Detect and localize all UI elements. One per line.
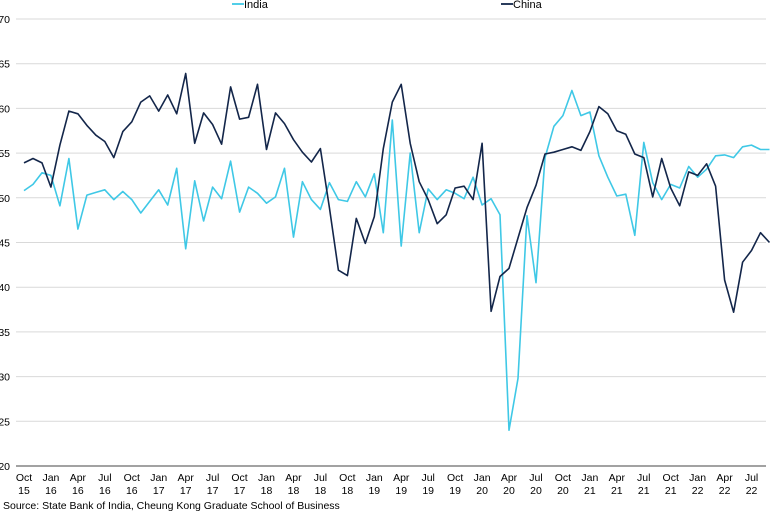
series-line-china xyxy=(23,72,770,314)
x-tick-label-month: Oct xyxy=(124,472,140,484)
x-tick-label-month: Oct xyxy=(447,472,463,484)
y-tick-label: 40 xyxy=(0,282,10,294)
x-tick-label-year: 22 xyxy=(692,485,704,497)
x-tick-label-year: 19 xyxy=(422,485,434,497)
x-tick-label-year: 19 xyxy=(395,485,407,497)
x-tick-label-year: 18 xyxy=(261,485,273,497)
x-tick-label-month: Oct xyxy=(555,472,571,484)
source-note: Source: State Bank of India, Cheung Kong… xyxy=(3,500,340,512)
x-tick-label-year: 22 xyxy=(719,485,731,497)
legend-label-india: India xyxy=(244,0,269,11)
x-tick-label-year: 18 xyxy=(342,485,354,497)
y-tick-label: 30 xyxy=(0,372,10,384)
x-tick-label-year: 21 xyxy=(584,485,596,497)
x-tick-label-month: Apr xyxy=(501,472,518,484)
x-tick-label-year: 16 xyxy=(45,485,57,497)
x-tick-label-month: Apr xyxy=(70,472,87,484)
y-tick-label: 35 xyxy=(0,327,10,339)
x-tick-label-year: 18 xyxy=(315,485,327,497)
x-tick-label-month: Oct xyxy=(231,472,247,484)
y-tick-label: 45 xyxy=(0,238,10,250)
y-axis: 20 25 30 35 40 45 50 55 60 65 70 xyxy=(0,14,10,473)
x-tick-label-month: Oct xyxy=(339,472,355,484)
x-tick-label-month: Jul xyxy=(421,472,434,484)
x-tick-label-year: 17 xyxy=(207,485,219,497)
x-tick-label-month: Jan xyxy=(258,472,275,484)
x-tick-label-month: Jan xyxy=(689,472,706,484)
x-tick-label-year: 21 xyxy=(611,485,623,497)
y-tick-label: 20 xyxy=(0,461,10,473)
x-tick-label-year: 17 xyxy=(234,485,246,497)
x-tick-label-month: Jan xyxy=(474,472,491,484)
x-tick-label-month: Jan xyxy=(150,472,167,484)
x-tick-label-month: Jul xyxy=(206,472,219,484)
y-tick-label: 65 xyxy=(0,59,10,71)
y-tick-label: 70 xyxy=(0,14,10,26)
x-tick-label-year: 16 xyxy=(72,485,84,497)
y-tick-label: 25 xyxy=(0,416,10,428)
gridlines xyxy=(16,18,766,467)
x-tick-label-month: Oct xyxy=(16,472,32,484)
x-tick-label-year: 21 xyxy=(638,485,650,497)
x-tick-label-year: 16 xyxy=(126,485,138,497)
x-tick-label-year: 20 xyxy=(557,485,569,497)
x-tick-label-month: Jan xyxy=(42,472,59,484)
x-tick-label-year: 21 xyxy=(665,485,677,497)
x-tick-label-year: 16 xyxy=(99,485,111,497)
legend: India China xyxy=(232,0,543,11)
x-tick-label-year: 20 xyxy=(503,485,515,497)
x-tick-label-month: Jul xyxy=(745,472,758,484)
x-tick-label-year: 17 xyxy=(153,485,165,497)
x-tick-label-year: 22 xyxy=(746,485,758,497)
x-tick-label-year: 18 xyxy=(288,485,300,497)
x-tick-label-year: 20 xyxy=(476,485,488,497)
legend-label-china: China xyxy=(513,0,543,11)
x-tick-label-year: 17 xyxy=(180,485,192,497)
y-tick-label: 50 xyxy=(0,193,10,205)
x-tick-label-year: 15 xyxy=(18,485,30,497)
x-tick-label-month: Apr xyxy=(716,472,733,484)
y-tick-label: 55 xyxy=(0,148,10,160)
y-tick-label: 60 xyxy=(0,103,10,115)
x-tick-label-month: Jul xyxy=(98,472,111,484)
x-tick-label-month: Jan xyxy=(581,472,598,484)
x-tick-label-month: Jan xyxy=(366,472,383,484)
x-tick-label-month: Jul xyxy=(314,472,327,484)
x-tick-label-year: 20 xyxy=(530,485,542,497)
x-tick-label-month: Apr xyxy=(285,472,302,484)
x-tick-label-month: Jul xyxy=(637,472,650,484)
x-tick-label-year: 19 xyxy=(449,485,461,497)
x-tick-label-year: 19 xyxy=(368,485,380,497)
x-tick-label-month: Apr xyxy=(393,472,410,484)
series-line-india xyxy=(23,89,770,432)
x-tick-label-month: Oct xyxy=(663,472,679,484)
x-axis: Oct15Jan16Apr16Jul16Oct16Jan17Apr17Jul17… xyxy=(16,472,758,497)
series-layer xyxy=(23,72,770,432)
x-tick-label-month: Apr xyxy=(178,472,195,484)
x-tick-label-month: Apr xyxy=(609,472,626,484)
x-tick-label-month: Jul xyxy=(529,472,542,484)
